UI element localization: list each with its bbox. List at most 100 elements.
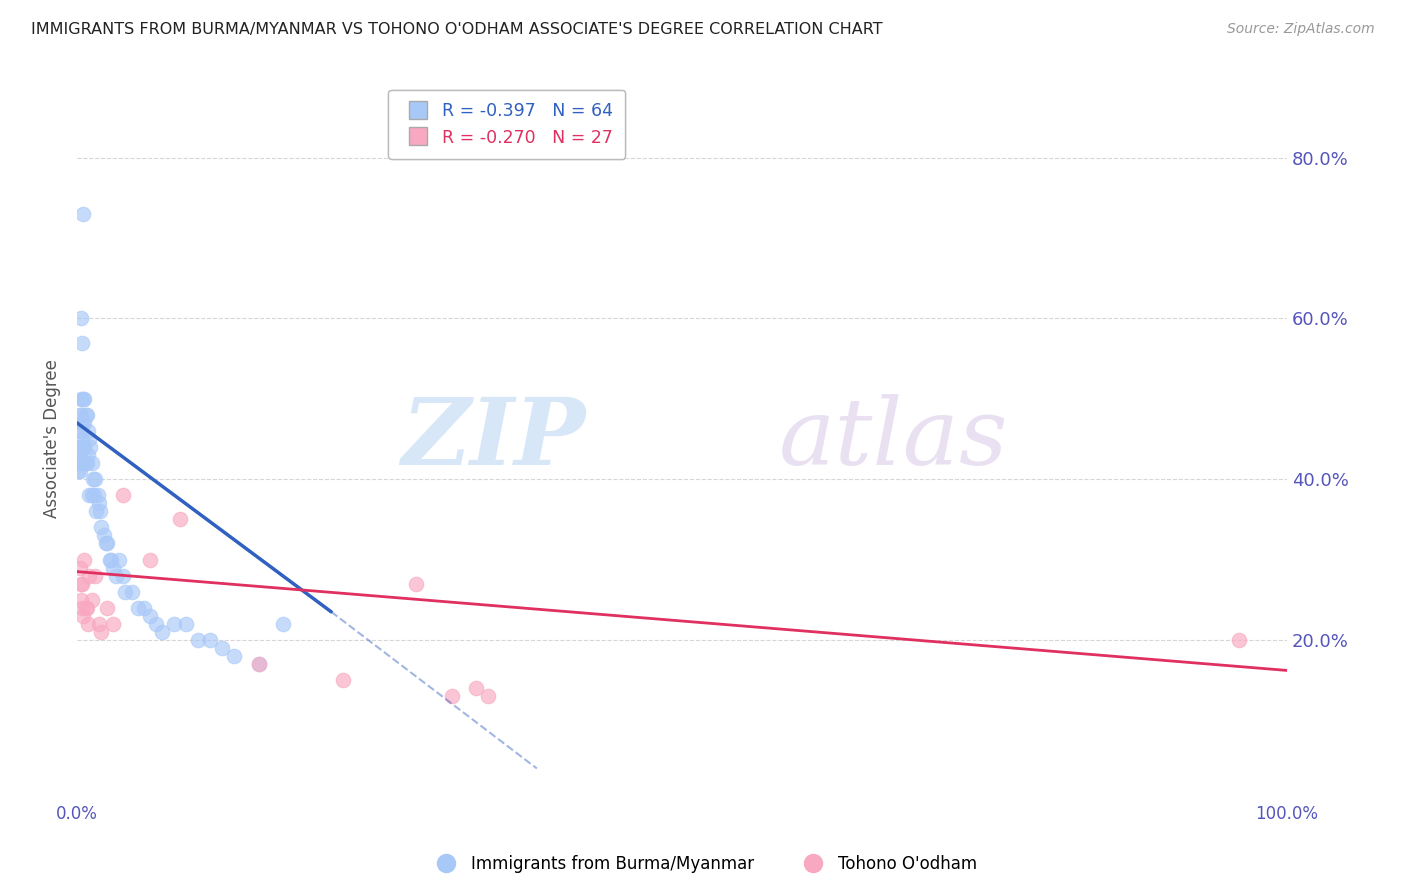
- Point: [69, 464, 91, 478]
- Point: [100, 552, 122, 566]
- Point: [70, 432, 93, 446]
- Point: [77, 568, 100, 582]
- Point: [114, 584, 136, 599]
- Point: [104, 568, 127, 582]
- Point: [87, 616, 110, 631]
- Point: [83, 488, 105, 502]
- Point: [441, 689, 464, 703]
- Point: [72, 440, 94, 454]
- Point: [69, 424, 91, 438]
- Point: [70, 600, 93, 615]
- Point: [84, 568, 107, 582]
- Point: [112, 568, 135, 582]
- Point: [89, 504, 111, 518]
- Point: [1227, 632, 1250, 647]
- Point: [76, 408, 98, 422]
- Point: [93, 528, 115, 542]
- Point: [70, 576, 93, 591]
- Point: [211, 640, 233, 655]
- Point: [69, 408, 91, 422]
- Point: [70, 456, 93, 470]
- Point: [69, 408, 91, 422]
- Point: [112, 488, 135, 502]
- Point: [72, 608, 94, 623]
- Text: atlas: atlas: [779, 394, 1008, 484]
- Y-axis label: Associate's Degree: Associate's Degree: [44, 359, 60, 518]
- Point: [96, 536, 118, 550]
- Point: [79, 440, 101, 454]
- Text: IMMIGRANTS FROM BURMA/MYANMAR VS TOHONO O'ODHAM ASSOCIATE'S DEGREE CORRELATION C: IMMIGRANTS FROM BURMA/MYANMAR VS TOHONO …: [31, 22, 883, 37]
- Point: [72, 392, 94, 406]
- Legend: R = -0.397   N = 64, R = -0.270   N = 27: R = -0.397 N = 64, R = -0.270 N = 27: [388, 90, 626, 159]
- Point: [90, 624, 112, 639]
- Point: [75, 408, 97, 422]
- Point: [90, 520, 112, 534]
- Point: [69, 311, 91, 326]
- Point: [73, 416, 96, 430]
- Point: [138, 552, 160, 566]
- Point: [77, 432, 100, 446]
- Point: [77, 448, 100, 462]
- Point: [86, 488, 108, 502]
- Point: [103, 616, 125, 631]
- Point: [69, 456, 91, 470]
- Legend: Immigrants from Burma/Myanmar, Tohono O'odham: Immigrants from Burma/Myanmar, Tohono O'…: [423, 848, 983, 880]
- Point: [67, 464, 90, 478]
- Point: [69, 592, 91, 607]
- Point: [77, 488, 100, 502]
- Point: [127, 600, 149, 615]
- Point: [98, 552, 121, 566]
- Point: [94, 536, 117, 550]
- Point: [69, 560, 91, 574]
- Point: [477, 689, 499, 703]
- Point: [69, 424, 91, 438]
- Point: [72, 207, 94, 221]
- Point: [247, 657, 270, 671]
- Point: [132, 600, 155, 615]
- Point: [187, 632, 209, 647]
- Point: [77, 616, 100, 631]
- Point: [70, 335, 93, 350]
- Point: [145, 616, 167, 631]
- Point: [73, 552, 96, 566]
- Point: [73, 392, 96, 406]
- Point: [84, 472, 107, 486]
- Point: [67, 456, 90, 470]
- Text: ZIP: ZIP: [401, 394, 585, 484]
- Point: [69, 576, 91, 591]
- Point: [87, 496, 110, 510]
- Point: [73, 440, 96, 454]
- Point: [198, 632, 221, 647]
- Point: [247, 657, 270, 671]
- Point: [76, 600, 98, 615]
- Point: [96, 600, 118, 615]
- Point: [224, 648, 246, 663]
- Point: [108, 552, 131, 566]
- Point: [82, 472, 104, 486]
- Point: [77, 424, 100, 438]
- Point: [80, 488, 103, 502]
- Point: [86, 504, 108, 518]
- Point: [76, 456, 98, 470]
- Point: [80, 592, 103, 607]
- Point: [75, 456, 97, 470]
- Point: [138, 608, 160, 623]
- Point: [75, 600, 97, 615]
- Point: [69, 448, 91, 462]
- Point: [80, 456, 103, 470]
- Point: [69, 440, 91, 454]
- Point: [465, 681, 488, 695]
- Point: [69, 440, 91, 454]
- Point: [169, 512, 191, 526]
- Point: [103, 560, 125, 574]
- Point: [150, 624, 173, 639]
- Point: [70, 416, 93, 430]
- Text: Source: ZipAtlas.com: Source: ZipAtlas.com: [1227, 22, 1375, 37]
- Point: [163, 616, 186, 631]
- Point: [174, 616, 197, 631]
- Point: [69, 392, 91, 406]
- Point: [332, 673, 354, 687]
- Point: [67, 444, 90, 458]
- Point: [121, 584, 143, 599]
- Point: [271, 616, 294, 631]
